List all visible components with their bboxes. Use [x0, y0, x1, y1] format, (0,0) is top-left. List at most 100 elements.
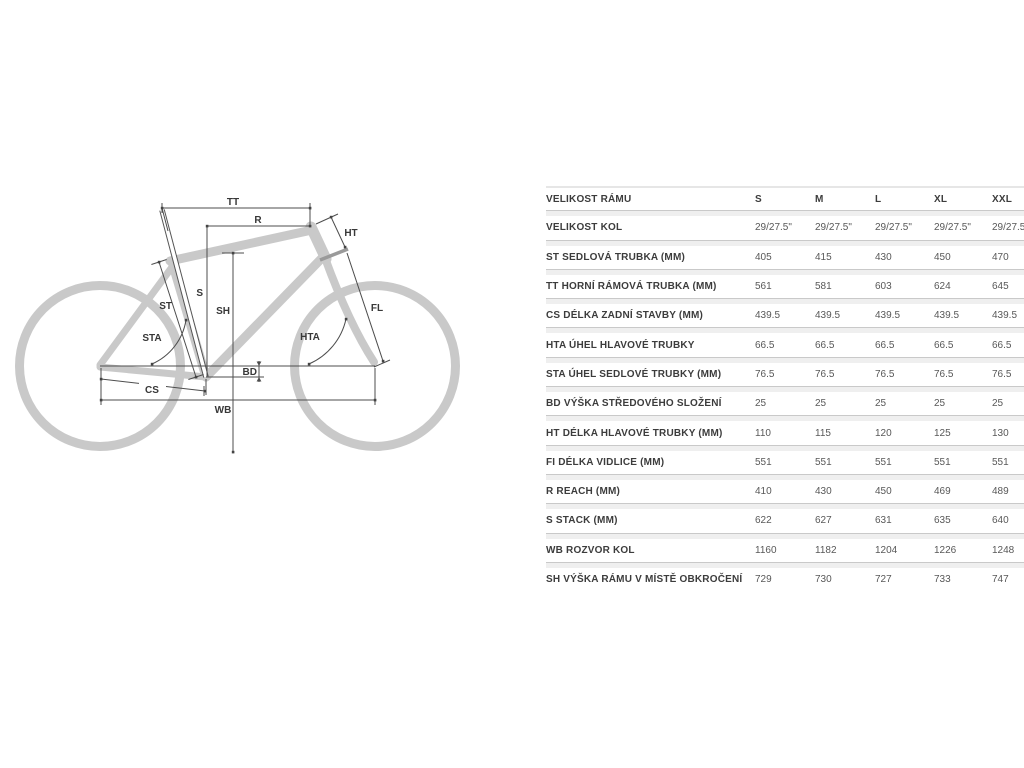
row-value-m: 76.5 — [815, 363, 875, 392]
row-label: BD VÝŠKA STŘEDOVÉHO SLOŽENÍ — [546, 392, 755, 421]
row-value-m: 730 — [815, 574, 832, 585]
dim-label-fl: FL — [371, 303, 383, 314]
row-value-s: 76.5 — [755, 363, 815, 392]
row-label: HTA ÚHEL HLAVOVÉ TRUBKY — [546, 333, 755, 362]
sta-angle-arc — [151, 319, 187, 365]
row-value-l: 66.5 — [875, 333, 934, 362]
row-value-xxl: 1248 — [992, 539, 1024, 568]
dim-label-bd: BD — [243, 367, 257, 378]
row-label: SH VÝŠKA RÁMU V MÍSTĚ OBKROČENÍ — [546, 574, 743, 585]
row-label: R REACH (MM) — [546, 480, 755, 509]
row-value-s: 110 — [755, 421, 815, 450]
row-value-xxl: 747 — [992, 574, 1009, 585]
row-label: VELIKOST KOL — [546, 216, 755, 245]
row-value-l: 430 — [875, 246, 934, 275]
dim-label-r: R — [254, 215, 262, 226]
row-value-m: 581 — [815, 275, 875, 304]
cs-label-background — [139, 382, 166, 395]
row-value-xxl: 76.5 — [992, 363, 1024, 392]
row-value-m: 25 — [815, 392, 875, 421]
row-label: FI DÉLKA VIDLICE (MM) — [546, 451, 755, 480]
seatpost-outline — [159, 209, 209, 378]
row-value-l: 551 — [875, 451, 934, 480]
row-value-l: 25 — [875, 392, 934, 421]
row-value-xl: 439.5 — [934, 304, 992, 333]
row-value-m: 439.5 — [815, 304, 875, 333]
row-value-s: 1160 — [755, 539, 815, 568]
row-value-l: 1204 — [875, 539, 934, 568]
row-value-xxl: 25 — [992, 392, 1024, 421]
table-row: BD VÝŠKA STŘEDOVÉHO SLOŽENÍ 25 25 25 25 … — [546, 392, 1024, 421]
row-value-m: 430 — [815, 480, 875, 509]
bd-arrows — [256, 361, 262, 382]
row-value-xl: 635 — [934, 509, 992, 538]
bike-geometry-diagram: TT R HT S ST SH FL STA HTA BD CS WB — [15, 197, 460, 454]
row-value-m: 29/27.5" — [815, 216, 875, 245]
crown-race-tick — [319, 247, 349, 262]
dim-label-tt: TT — [227, 197, 239, 208]
row-value-m: 551 — [815, 451, 875, 480]
dim-label-sta: STA — [142, 333, 161, 344]
row-value-xxl: 645 — [992, 275, 1024, 304]
row-value-xl: 66.5 — [934, 333, 992, 362]
row-value-s: 561 — [755, 275, 815, 304]
dim-label-wb: WB — [215, 405, 232, 416]
row-value-xl: 29/27.5" — [934, 216, 992, 245]
table-header-size-xl: XL — [934, 187, 992, 216]
row-value-l: 29/27.5" — [875, 216, 934, 245]
row-value-l: 120 — [875, 421, 934, 450]
row-value-m: 627 — [815, 509, 875, 538]
table-row: HT DÉLKA HLAVOVÉ TRUBKY (MM) 110 115 120… — [546, 421, 1024, 450]
row-value-xl: 76.5 — [934, 363, 992, 392]
row-value-s: 622 — [755, 509, 815, 538]
table-row: TT HORNÍ RÁMOVÁ TRUBKA (MM) 561 581 603 … — [546, 275, 1024, 304]
row-value-s: 551 — [755, 451, 815, 480]
row-value-l: 76.5 — [875, 363, 934, 392]
row-value-l: 727 — [875, 574, 892, 585]
row-value-l: 450 — [875, 480, 934, 509]
row-value-s: 729 — [755, 574, 772, 585]
dim-label-s: S — [196, 288, 203, 299]
table-header-size-xxl: XXL — [992, 187, 1024, 216]
row-label: HT DÉLKA HLAVOVÉ TRUBKY (MM) — [546, 421, 755, 450]
dim-label-hta: HTA — [300, 332, 320, 343]
down-tube — [201, 252, 328, 382]
geometry-table-container: VELIKOST RÁMU S M L XL XXL VELIKOST KOL … — [546, 186, 1024, 597]
row-label: STA ÚHEL SEDLOVÉ TRUBKY (MM) — [546, 363, 755, 392]
geometry-table: VELIKOST RÁMU S M L XL XXL VELIKOST KOL … — [546, 186, 1024, 597]
row-label: ST SEDLOVÁ TRUBKA (MM) — [546, 246, 755, 275]
row-value-xl: 1226 — [934, 539, 992, 568]
row-value-m: 115 — [815, 421, 875, 450]
table-row: WB ROZVOR KOL 1160 1182 1204 1226 1248 — [546, 539, 1024, 568]
row-value-s: 405 — [755, 246, 815, 275]
row-value-xxl: 439.5 — [992, 304, 1024, 333]
table-header-size-m: M — [815, 187, 875, 216]
table-header-size-s: S — [755, 187, 815, 216]
row-value-xl: 551 — [934, 451, 992, 480]
dim-label-st: ST — [159, 301, 172, 312]
table-row: ST SEDLOVÁ TRUBKA (MM) 405 415 430 450 4… — [546, 246, 1024, 275]
table-row: SH VÝŠKA RÁMU V MÍSTĚ OBKROČENÍ 729 730 … — [546, 568, 1024, 597]
row-value-s: 66.5 — [755, 333, 815, 362]
row-value-xl: 450 — [934, 246, 992, 275]
row-value-xl: 25 — [934, 392, 992, 421]
row-value-xl: 469 — [934, 480, 992, 509]
dim-label-cs: CS — [145, 385, 159, 396]
row-value-xxl: 29/27.5" — [992, 216, 1024, 245]
row-value-xxl: 640 — [992, 509, 1024, 538]
dimension-endpoint-dots — [99, 206, 385, 454]
dim-label-ht: HT — [344, 228, 357, 239]
table-row: R REACH (MM) 410 430 450 469 489 — [546, 480, 1024, 509]
row-value-m: 66.5 — [815, 333, 875, 362]
geometry-table-body: VELIKOST KOL 29/27.5" 29/27.5" 29/27.5" … — [546, 216, 1024, 597]
row-label: TT HORNÍ RÁMOVÁ TRUBKA (MM) — [546, 275, 755, 304]
row-value-l: 439.5 — [875, 304, 934, 333]
row-value-xxl: 66.5 — [992, 333, 1024, 362]
table-header-row: VELIKOST RÁMU S M L XL XXL — [546, 187, 1024, 216]
table-row: CS DÉLKA ZADNÍ STAVBY (MM) 439.5 439.5 4… — [546, 304, 1024, 333]
row-value-m: 415 — [815, 246, 875, 275]
row-value-s: 25 — [755, 392, 815, 421]
table-row: S STACK (MM) 622 627 631 635 640 — [546, 509, 1024, 538]
row-value-l: 631 — [875, 509, 934, 538]
row-label: CS DÉLKA ZADNÍ STAVBY (MM) — [546, 304, 755, 333]
